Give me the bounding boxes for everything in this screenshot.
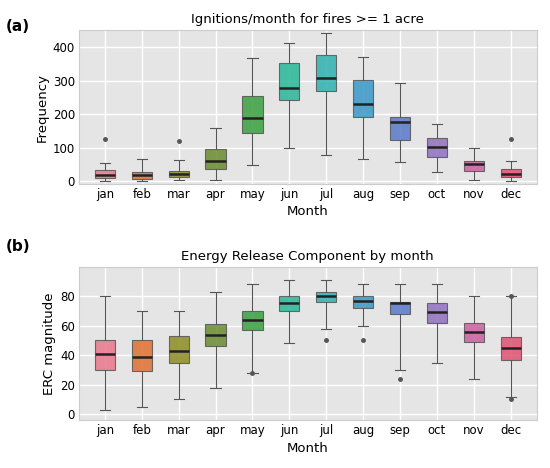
PathPatch shape (168, 171, 189, 176)
PathPatch shape (279, 296, 300, 311)
PathPatch shape (464, 323, 484, 342)
PathPatch shape (427, 303, 447, 323)
PathPatch shape (500, 337, 521, 359)
PathPatch shape (131, 172, 152, 179)
PathPatch shape (353, 80, 373, 117)
PathPatch shape (316, 55, 337, 91)
PathPatch shape (131, 340, 152, 372)
PathPatch shape (427, 139, 447, 157)
PathPatch shape (500, 168, 521, 176)
Title: Ignitions/month for fires >= 1 acre: Ignitions/month for fires >= 1 acre (191, 14, 424, 27)
PathPatch shape (390, 302, 410, 314)
Y-axis label: ERC magnitude: ERC magnitude (43, 292, 56, 395)
Title: Energy Release Component by month: Energy Release Component by month (182, 249, 434, 263)
PathPatch shape (206, 149, 225, 168)
PathPatch shape (243, 311, 262, 330)
PathPatch shape (243, 96, 262, 133)
X-axis label: Month: Month (287, 441, 329, 454)
PathPatch shape (464, 161, 484, 171)
PathPatch shape (95, 340, 115, 370)
PathPatch shape (95, 169, 115, 178)
Text: (b): (b) (6, 239, 30, 254)
Y-axis label: Frequency: Frequency (36, 73, 48, 142)
PathPatch shape (390, 117, 410, 140)
PathPatch shape (316, 292, 337, 302)
PathPatch shape (206, 324, 225, 346)
PathPatch shape (353, 296, 373, 308)
X-axis label: Month: Month (287, 205, 329, 219)
PathPatch shape (279, 63, 300, 100)
PathPatch shape (168, 336, 189, 363)
Text: (a): (a) (6, 19, 30, 34)
